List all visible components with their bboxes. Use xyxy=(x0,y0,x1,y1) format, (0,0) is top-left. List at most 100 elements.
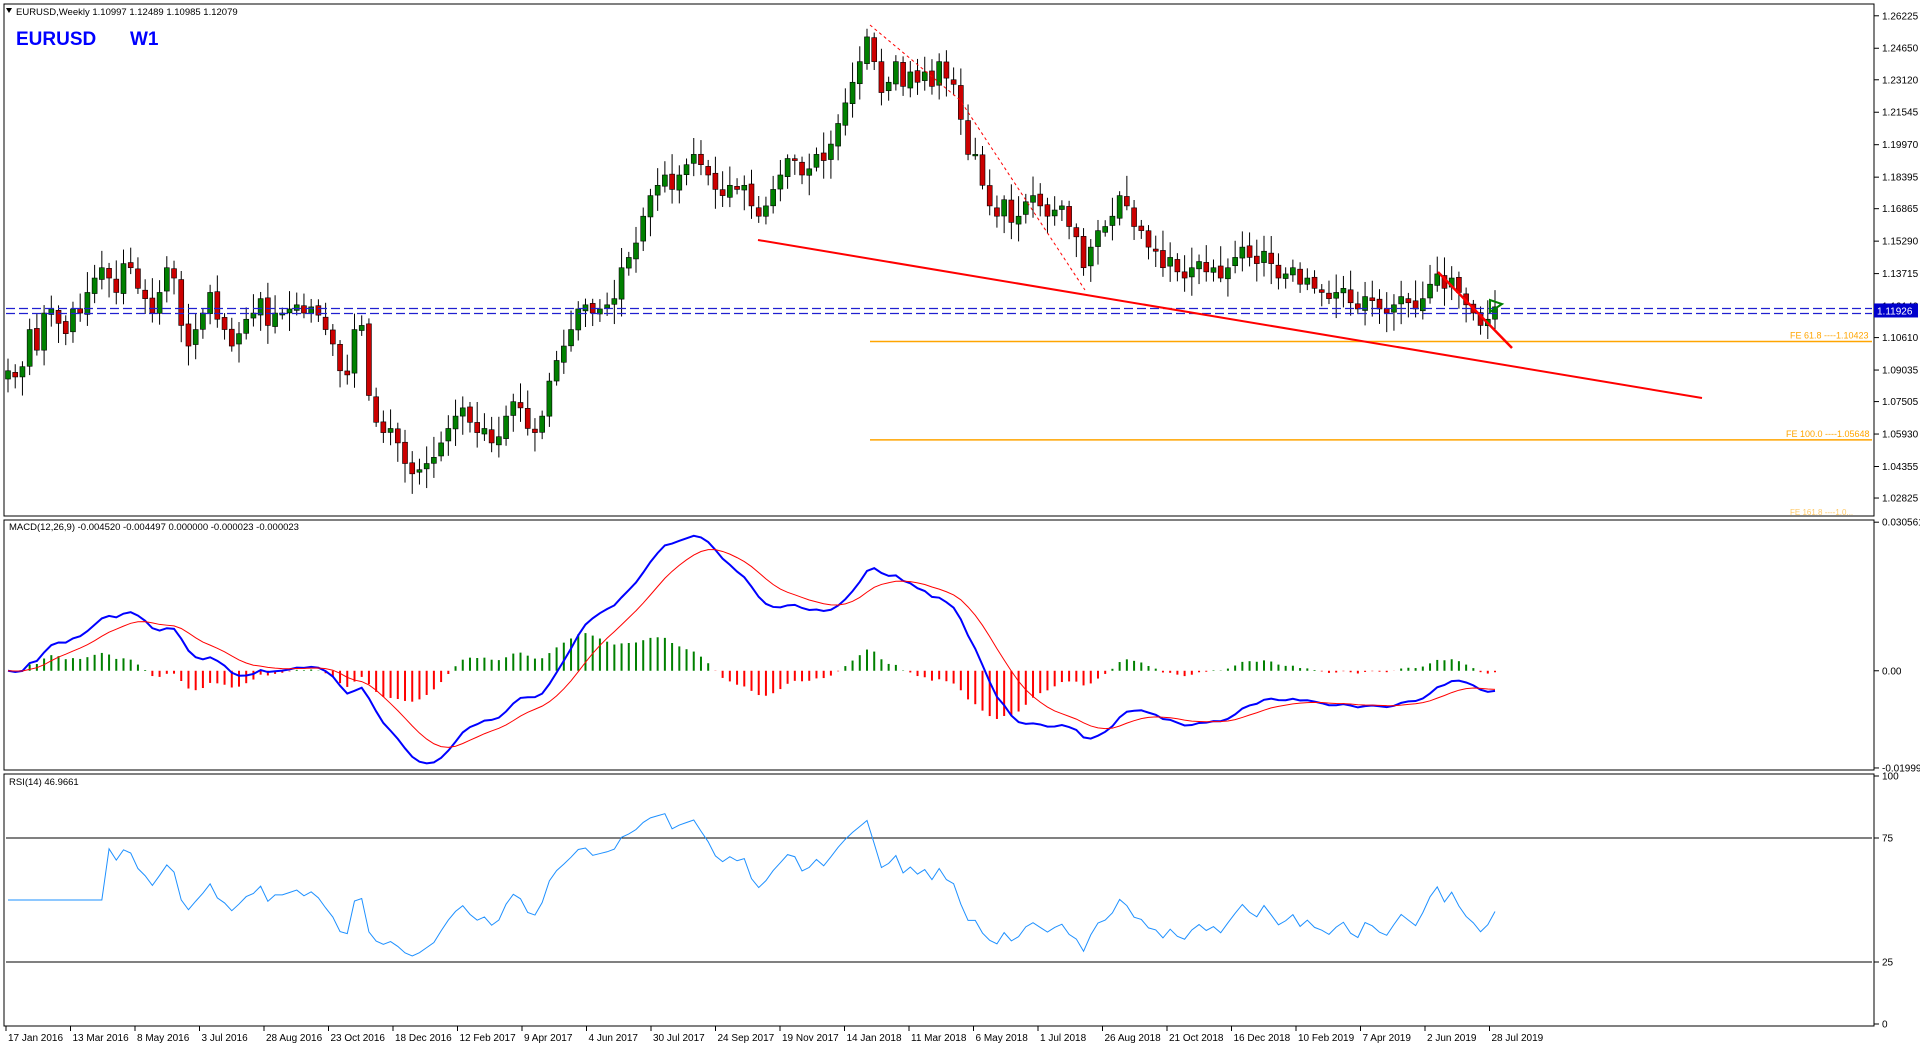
candle-7 xyxy=(55,305,62,343)
candle-124 xyxy=(900,56,906,96)
candle-110 xyxy=(799,156,805,185)
macd-panel-frame xyxy=(3,519,1875,771)
candle-10 xyxy=(77,293,83,322)
candle-19 xyxy=(142,279,148,314)
candle-body-97 xyxy=(705,166,711,176)
candle-136 xyxy=(986,169,993,216)
candle-95 xyxy=(690,138,697,177)
candle-body-52 xyxy=(380,421,387,433)
candle-86 xyxy=(625,251,632,276)
candle-94 xyxy=(683,158,690,186)
candle-body-188 xyxy=(1362,296,1368,311)
time-tick-label-3: 3 Jul 2016 xyxy=(202,1033,249,1044)
candle-body-59 xyxy=(431,457,437,464)
candle-17 xyxy=(127,247,134,275)
rsi-panel-frame xyxy=(3,773,1875,1027)
rsi-series: 100 75 25 0 xyxy=(6,772,1899,1031)
price-tick-label-6: 1.16865 xyxy=(1882,204,1919,215)
candle-body-137 xyxy=(994,207,1000,217)
candle-162 xyxy=(1174,253,1181,282)
candle-172 xyxy=(1246,232,1253,267)
candle-body-40 xyxy=(293,304,300,311)
time-tick-label-9: 4 Jun 2017 xyxy=(589,1033,639,1044)
candle-body-101 xyxy=(734,186,740,190)
candle-body-113 xyxy=(820,152,827,161)
candle-body-80 xyxy=(582,304,589,312)
candle-body-96 xyxy=(698,153,704,165)
candle-body-158 xyxy=(1145,230,1152,248)
candle-body-26 xyxy=(192,329,199,345)
candle-body-156 xyxy=(1131,207,1137,227)
time-tick-label-11: 24 Sep 2017 xyxy=(718,1033,775,1044)
candle-154 xyxy=(1116,191,1123,226)
candle-101 xyxy=(734,178,740,195)
candle-130 xyxy=(943,50,950,97)
candle-body-165 xyxy=(1196,261,1202,270)
time-tick-label-14: 11 Mar 2018 xyxy=(911,1033,967,1044)
candle-49 xyxy=(358,315,365,336)
candle-119 xyxy=(864,28,870,70)
time-tick-label-5: 23 Oct 2016 xyxy=(331,1033,386,1044)
candle-body-167 xyxy=(1210,267,1217,273)
candle-body-47 xyxy=(344,370,351,376)
candle-body-136 xyxy=(986,185,993,207)
candle-193 xyxy=(1398,280,1404,325)
candle-37 xyxy=(272,295,278,334)
candle-body-124 xyxy=(900,62,906,87)
candle-103 xyxy=(748,169,755,219)
candle-body-182 xyxy=(1318,289,1325,293)
candle-body-198 xyxy=(1434,273,1441,286)
candle-body-19 xyxy=(142,289,148,299)
price-tick-label-11: 1.09035 xyxy=(1882,366,1919,377)
candle-body-12 xyxy=(91,277,98,294)
rsi-tick-label-2: 25 xyxy=(1882,958,1894,969)
time-tick-label-16: 1 Jul 2018 xyxy=(1040,1033,1087,1044)
candle-body-87 xyxy=(633,242,639,260)
price-tick-label-13: 1.05930 xyxy=(1882,430,1919,441)
candle-56 xyxy=(409,451,416,494)
fib-618-label: FE 61.8 ----1.10423 xyxy=(1790,330,1869,340)
chart-title-symbol: EURUSD xyxy=(16,29,96,50)
candle-body-168 xyxy=(1217,265,1224,279)
candle-55 xyxy=(402,429,408,483)
candle-177 xyxy=(1282,267,1289,289)
candle-body-138 xyxy=(1001,199,1007,217)
time-tick-label-8: 9 Apr 2017 xyxy=(524,1033,573,1044)
candle-body-186 xyxy=(1347,289,1354,304)
candle-body-56 xyxy=(409,462,416,475)
candle-body-105 xyxy=(763,205,769,217)
time-axis: 17 Jan 2016 13 Mar 2016 8 May 2016 3 Jul 20… xyxy=(5,1026,1544,1044)
price-tick-label-5: 1.18395 xyxy=(1882,173,1919,184)
candle-body-141 xyxy=(1023,201,1029,215)
candle-105 xyxy=(763,196,769,225)
candle-98 xyxy=(712,156,719,209)
candle-23 xyxy=(171,260,177,295)
candle-body-2 xyxy=(19,366,26,378)
candle-body-27 xyxy=(200,312,206,330)
macd-tick-label-2: -0.019993 xyxy=(1882,763,1920,774)
candle-body-127 xyxy=(921,71,928,81)
candle-53 xyxy=(387,409,394,446)
candle-26 xyxy=(192,313,199,360)
candle-168 xyxy=(1217,246,1224,283)
candle-58 xyxy=(423,446,430,489)
candle-182 xyxy=(1318,284,1325,307)
candle-body-104 xyxy=(755,207,762,217)
dropdown-triangle-icon[interactable] xyxy=(6,8,12,13)
candle-body-133 xyxy=(965,120,971,155)
candle-body-146 xyxy=(1059,205,1065,210)
candle-169 xyxy=(1225,258,1231,297)
candle-51 xyxy=(373,387,379,427)
candle-66 xyxy=(481,413,488,441)
candle-body-183 xyxy=(1326,292,1332,299)
candle-194 xyxy=(1405,292,1412,318)
candle-body-30 xyxy=(221,317,228,330)
macd-series: 0.030561 0.00 -0.019993 xyxy=(7,518,1920,774)
candle-body-179 xyxy=(1297,268,1303,285)
candle-147 xyxy=(1066,200,1072,240)
candle-96 xyxy=(698,140,704,176)
candle-body-147 xyxy=(1066,206,1072,227)
candle-148 xyxy=(1073,223,1080,258)
